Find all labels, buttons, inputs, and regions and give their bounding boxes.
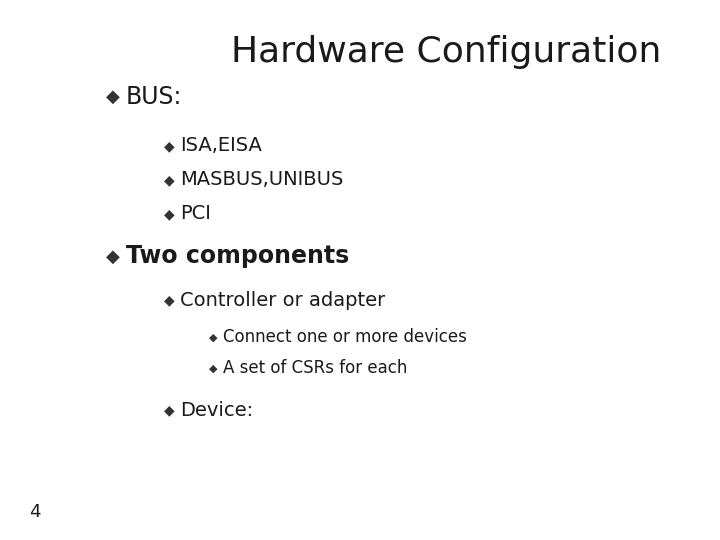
Text: BUS:: BUS: (126, 85, 182, 109)
Text: 4: 4 (29, 503, 40, 521)
Text: ◆: ◆ (209, 333, 217, 342)
Text: ◆: ◆ (163, 173, 174, 187)
Text: ISA,EISA: ISA,EISA (180, 136, 262, 156)
Text: Device:: Device: (180, 401, 253, 420)
Text: ◆: ◆ (107, 88, 120, 106)
Text: ◆: ◆ (107, 247, 120, 266)
Text: Hardware Configuration: Hardware Configuration (231, 35, 662, 69)
Text: PCI: PCI (180, 204, 211, 224)
Text: Connect one or more devices: Connect one or more devices (223, 328, 467, 347)
Text: ◆: ◆ (209, 363, 217, 373)
Text: A set of CSRs for each: A set of CSRs for each (223, 359, 408, 377)
Text: Two components: Two components (126, 245, 349, 268)
Text: ◆: ◆ (163, 139, 174, 153)
Text: MASBUS,UNIBUS: MASBUS,UNIBUS (180, 170, 343, 190)
Text: ◆: ◆ (163, 294, 174, 308)
Text: Controller or adapter: Controller or adapter (180, 291, 385, 310)
Text: ◆: ◆ (163, 403, 174, 417)
Text: ◆: ◆ (163, 207, 174, 221)
